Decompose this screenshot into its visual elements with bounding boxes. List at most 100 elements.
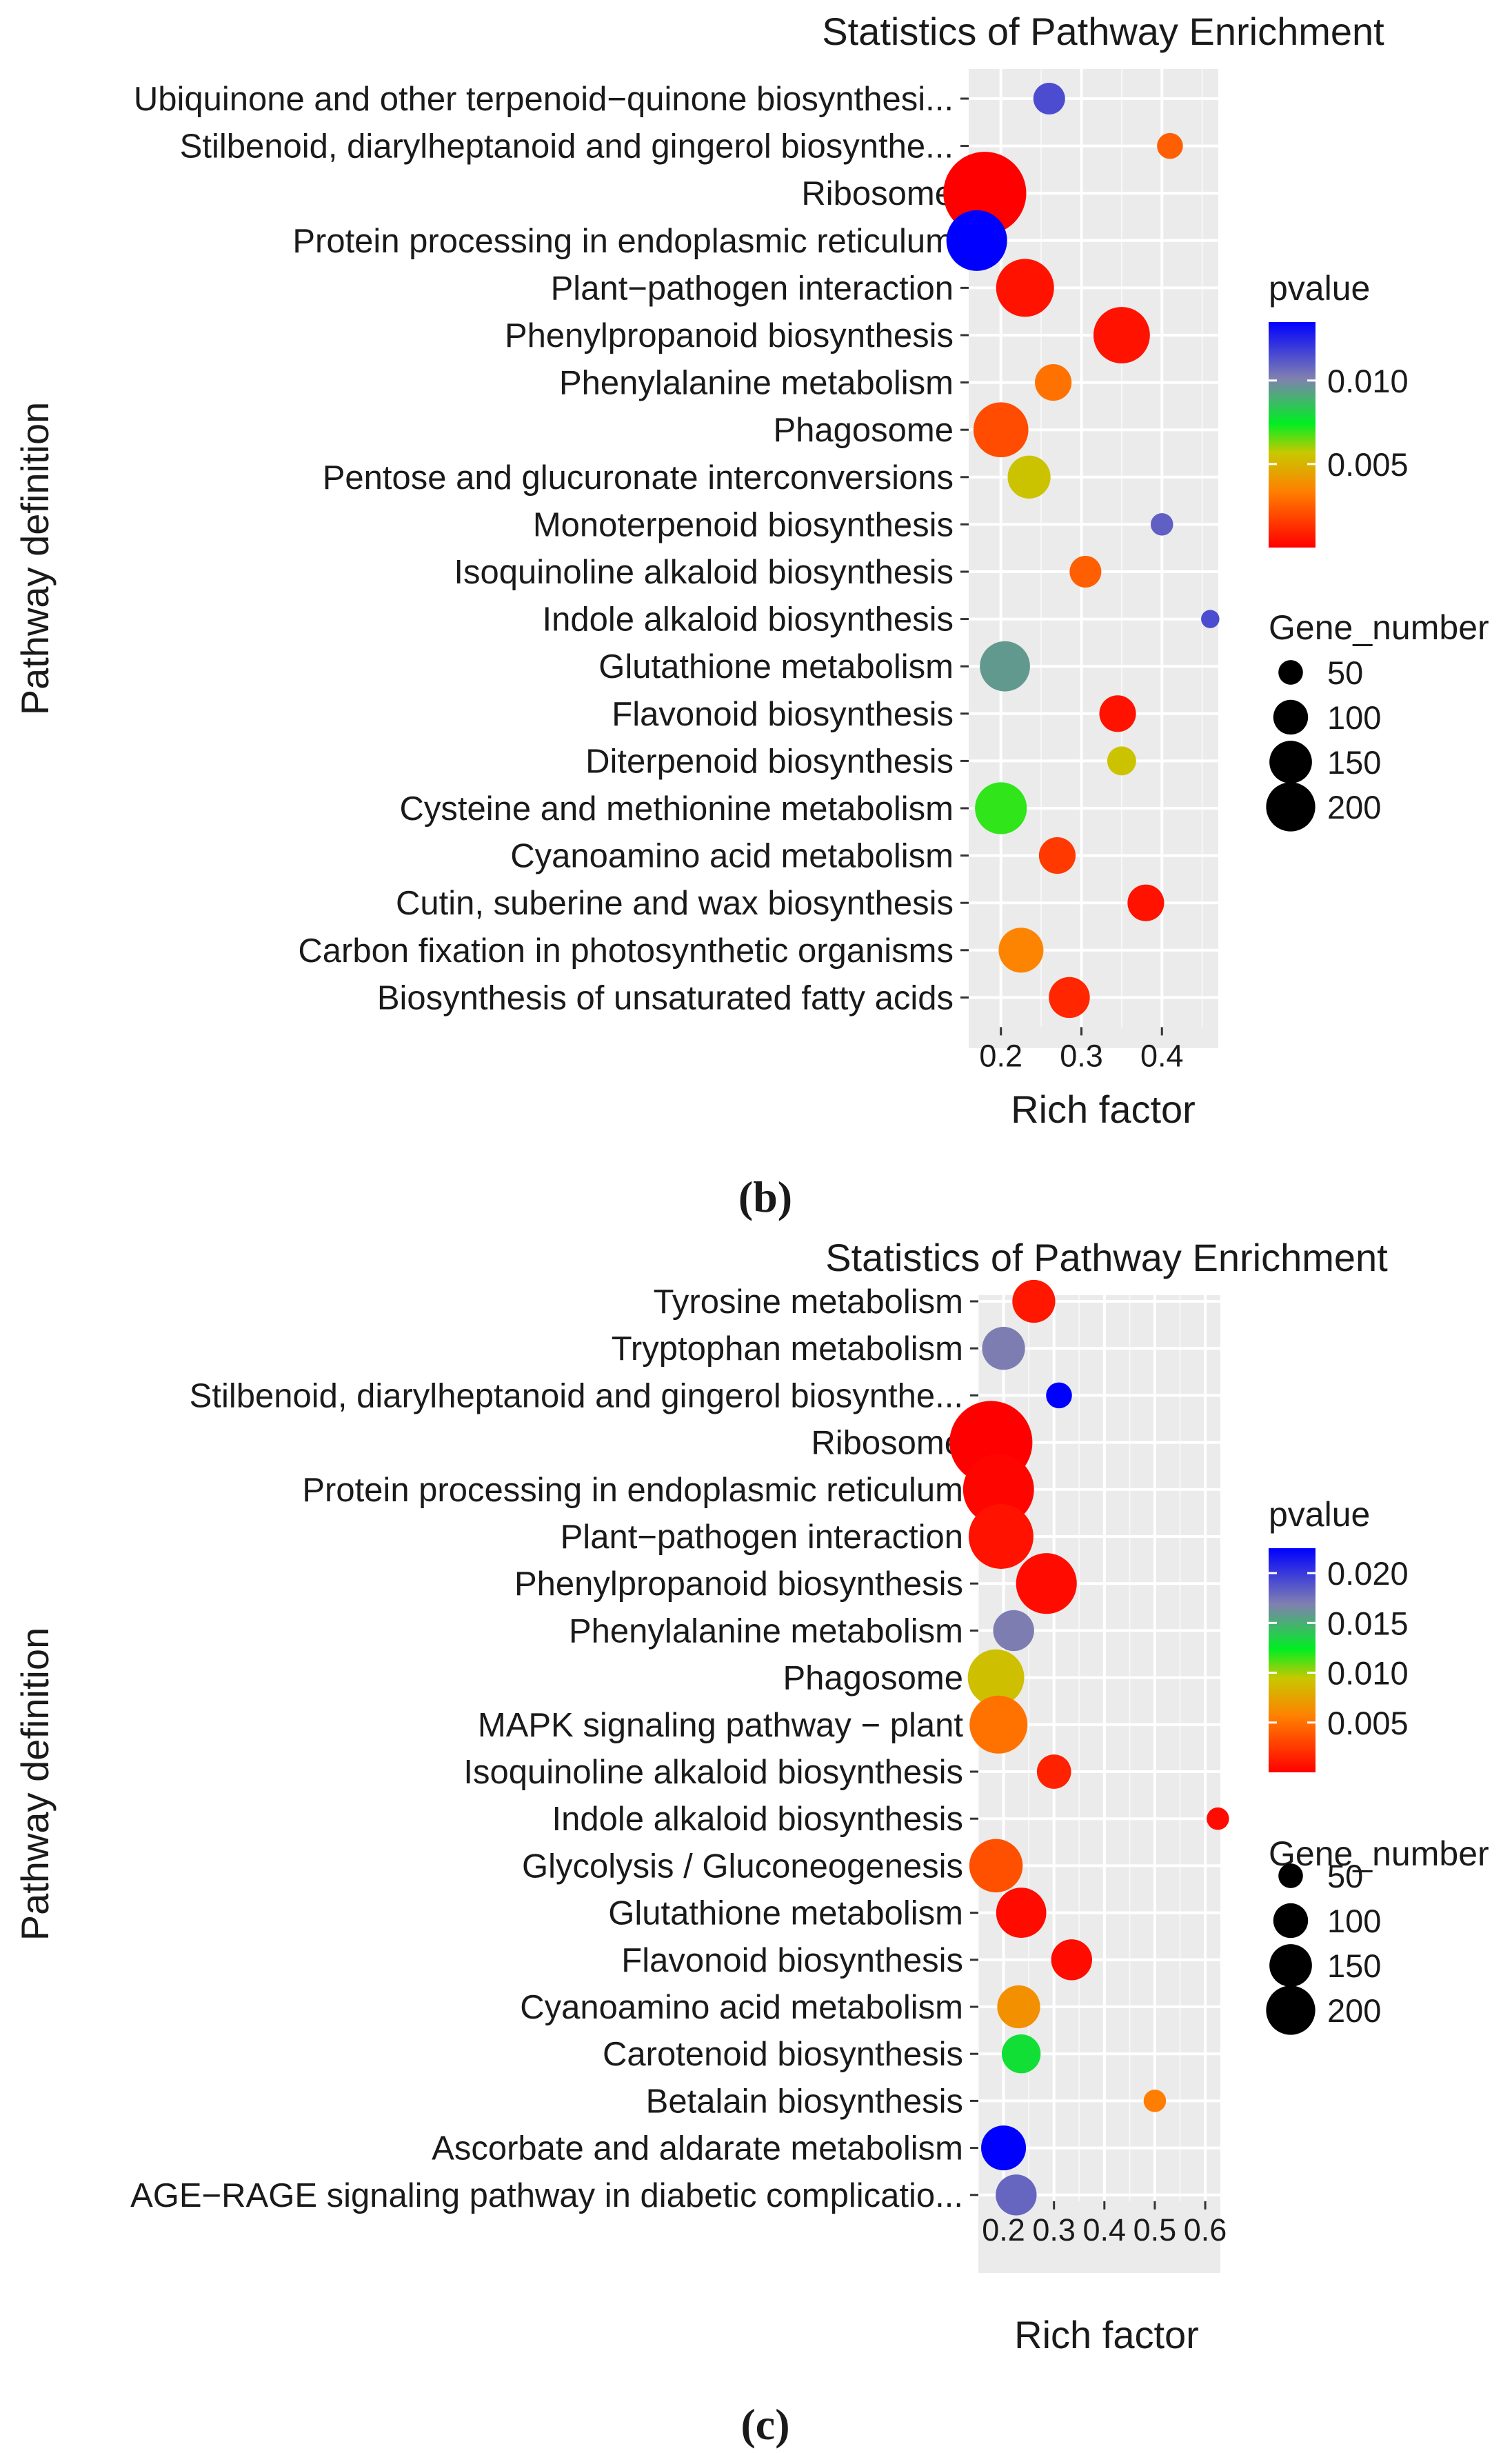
data-point (996, 259, 1054, 317)
y-tick-label: Stilbenoid, diarylheptanoid and gingerol… (180, 128, 954, 166)
y-tick-labels: Ubiquinone and other terpenoid−quinone b… (134, 81, 969, 1017)
data-point (982, 1327, 1025, 1370)
data-point (1001, 2034, 1041, 2074)
legend-size-title: Gene_number (1269, 1834, 1489, 1873)
size-legend-key (1273, 1903, 1309, 1939)
y-tick-label: Flavonoid biosynthesis (612, 696, 954, 733)
colorbar-ticks: 0.005 0.010 (1269, 363, 1409, 483)
y-tick-label: Phenylalanine metabolism (569, 1612, 963, 1650)
size-legend-key (1278, 660, 1303, 685)
y-tick-label: Ribosome (811, 1425, 963, 1462)
size-legend-key (1266, 1985, 1316, 2035)
panel-b: Statistics of Pathway Enrichment Ubiquin… (13, 10, 1489, 1221)
x-tick-label: 0.4 (1083, 2212, 1127, 2247)
y-tick-label: Protein processing in endoplasmic reticu… (302, 1472, 963, 1509)
x-tick-label: 0.2 (982, 2212, 1025, 2247)
y-tick-label: Phagosome (773, 412, 954, 449)
size-legend-label: 100 (1327, 1903, 1381, 1939)
legend-color-title: pvalue (1269, 269, 1370, 308)
data-point (996, 1888, 1047, 1938)
data-point (980, 641, 1030, 692)
y-tick-label: Plant−pathogen interaction (551, 270, 954, 307)
x-tick-label: 0.4 (1140, 1038, 1184, 1073)
data-point (1033, 82, 1065, 115)
data-point (1049, 977, 1090, 1019)
size-legend-key (1269, 1944, 1312, 1987)
y-tick-label: Tyrosine metabolism (654, 1283, 963, 1321)
x-tick-label: 0.6 (1184, 2212, 1227, 2247)
x-tick-label: 0.2 (979, 1038, 1022, 1073)
size-legend-label: 150 (1327, 1948, 1381, 1984)
y-tick-label: Phagosome (783, 1660, 963, 1697)
data-points (949, 1279, 1229, 2216)
y-tick-label: Glycolysis / Gluconeogenesis (522, 1848, 963, 1885)
y-tick-label: Indole alkaloid biosynthesis (552, 1801, 963, 1838)
size-legend-label: 50 (1327, 1858, 1363, 1894)
y-tick-label: Betalain biosynthesis (646, 2083, 963, 2120)
chart-title: Statistics of Pathway Enrichment (822, 10, 1384, 53)
colorbar-tick-label: 0.010 (1327, 1655, 1409, 1692)
y-axis-title: Pathway definition (13, 1628, 57, 1941)
y-tick-label: Glutathione metabolism (598, 648, 954, 685)
x-axis: 0.2 0.3 0.4 (979, 1027, 1184, 1073)
data-point (1007, 455, 1051, 499)
size-legend-label: 200 (1327, 1992, 1381, 2029)
data-point (1016, 1553, 1077, 1614)
data-point (968, 1504, 1034, 1569)
data-point (1099, 695, 1136, 732)
data-point (1035, 364, 1072, 401)
x-axis-title: Rich factor (1014, 2313, 1199, 2356)
y-tick-label: Cyanoamino acid metabolism (510, 838, 954, 875)
data-point (1051, 1939, 1092, 1981)
y-axis-title: Pathway definition (13, 402, 57, 716)
size-legend-key (1266, 782, 1316, 832)
data-point (1143, 2090, 1167, 2112)
data-point (975, 782, 1027, 834)
y-tick-label: Carbon fixation in photosynthetic organi… (298, 932, 954, 970)
y-tick-label: Cyanoamino acid metabolism (520, 1989, 963, 2026)
data-point (998, 928, 1044, 973)
y-tick-label: Cysteine and methionine metabolism (400, 790, 954, 828)
size-legend-key (1273, 699, 1309, 735)
data-point (1036, 1754, 1071, 1789)
data-point (1093, 307, 1150, 363)
y-tick-label: Monoterpenoid biosynthesis (533, 506, 954, 543)
size-legend-label: 100 (1327, 699, 1381, 736)
colorbar-tick-label: 0.010 (1327, 363, 1409, 399)
legend-color-title: pvalue (1269, 1495, 1370, 1534)
y-tick-label: Phenylpropanoid biosynthesis (514, 1565, 963, 1603)
y-tick-label: Flavonoid biosynthesis (621, 1942, 963, 1979)
y-tick-label: Protein processing in endoplasmic reticu… (292, 223, 954, 260)
y-tick-label: Tryptophan metabolism (612, 1330, 963, 1368)
size-legend: 50 100 150 200 (1266, 1858, 1381, 2035)
size-legend-label: 50 (1327, 654, 1363, 691)
panel-label: (c) (740, 2400, 789, 2449)
x-axis: 0.2 0.3 0.4 0.5 0.6 (982, 2201, 1227, 2247)
data-point (1107, 746, 1136, 776)
data-point (969, 1839, 1023, 1893)
size-legend-key (1269, 741, 1312, 783)
y-tick-labels: Tyrosine metabolism Tryptophan metabolism… (130, 1283, 978, 2214)
colorbar-tick-label: 0.005 (1327, 446, 1409, 483)
data-point (996, 2174, 1037, 2216)
size-legend: 50 100 150 200 (1266, 654, 1381, 832)
y-tick-label: MAPK signaling pathway − plant (478, 1707, 963, 1744)
data-point (1038, 837, 1076, 874)
data-point (981, 2125, 1027, 2171)
y-tick-label: Indole alkaloid biosynthesis (542, 601, 954, 639)
data-point (1157, 132, 1183, 159)
y-tick-label: Carotenoid biosynthesis (603, 2036, 963, 2073)
data-point (946, 210, 1007, 271)
colorbar-tick-label: 0.015 (1327, 1605, 1409, 1641)
y-tick-label: Phenylalanine metabolism (559, 365, 954, 402)
panel-c: Statistics of Pathway Enrichment Tyrosin… (13, 1236, 1489, 2449)
y-tick-label: Isoquinoline alkaloid biosynthesis (463, 1754, 963, 1791)
pvalue-colorbar (1269, 1548, 1316, 1772)
colorbar-tick-label: 0.005 (1327, 1705, 1409, 1741)
data-point (1201, 610, 1220, 628)
y-tick-label: Stilbenoid, diarylheptanoid and gingerol… (190, 1377, 963, 1414)
y-tick-label: Plant−pathogen interaction (561, 1519, 963, 1556)
data-points (943, 82, 1220, 1019)
